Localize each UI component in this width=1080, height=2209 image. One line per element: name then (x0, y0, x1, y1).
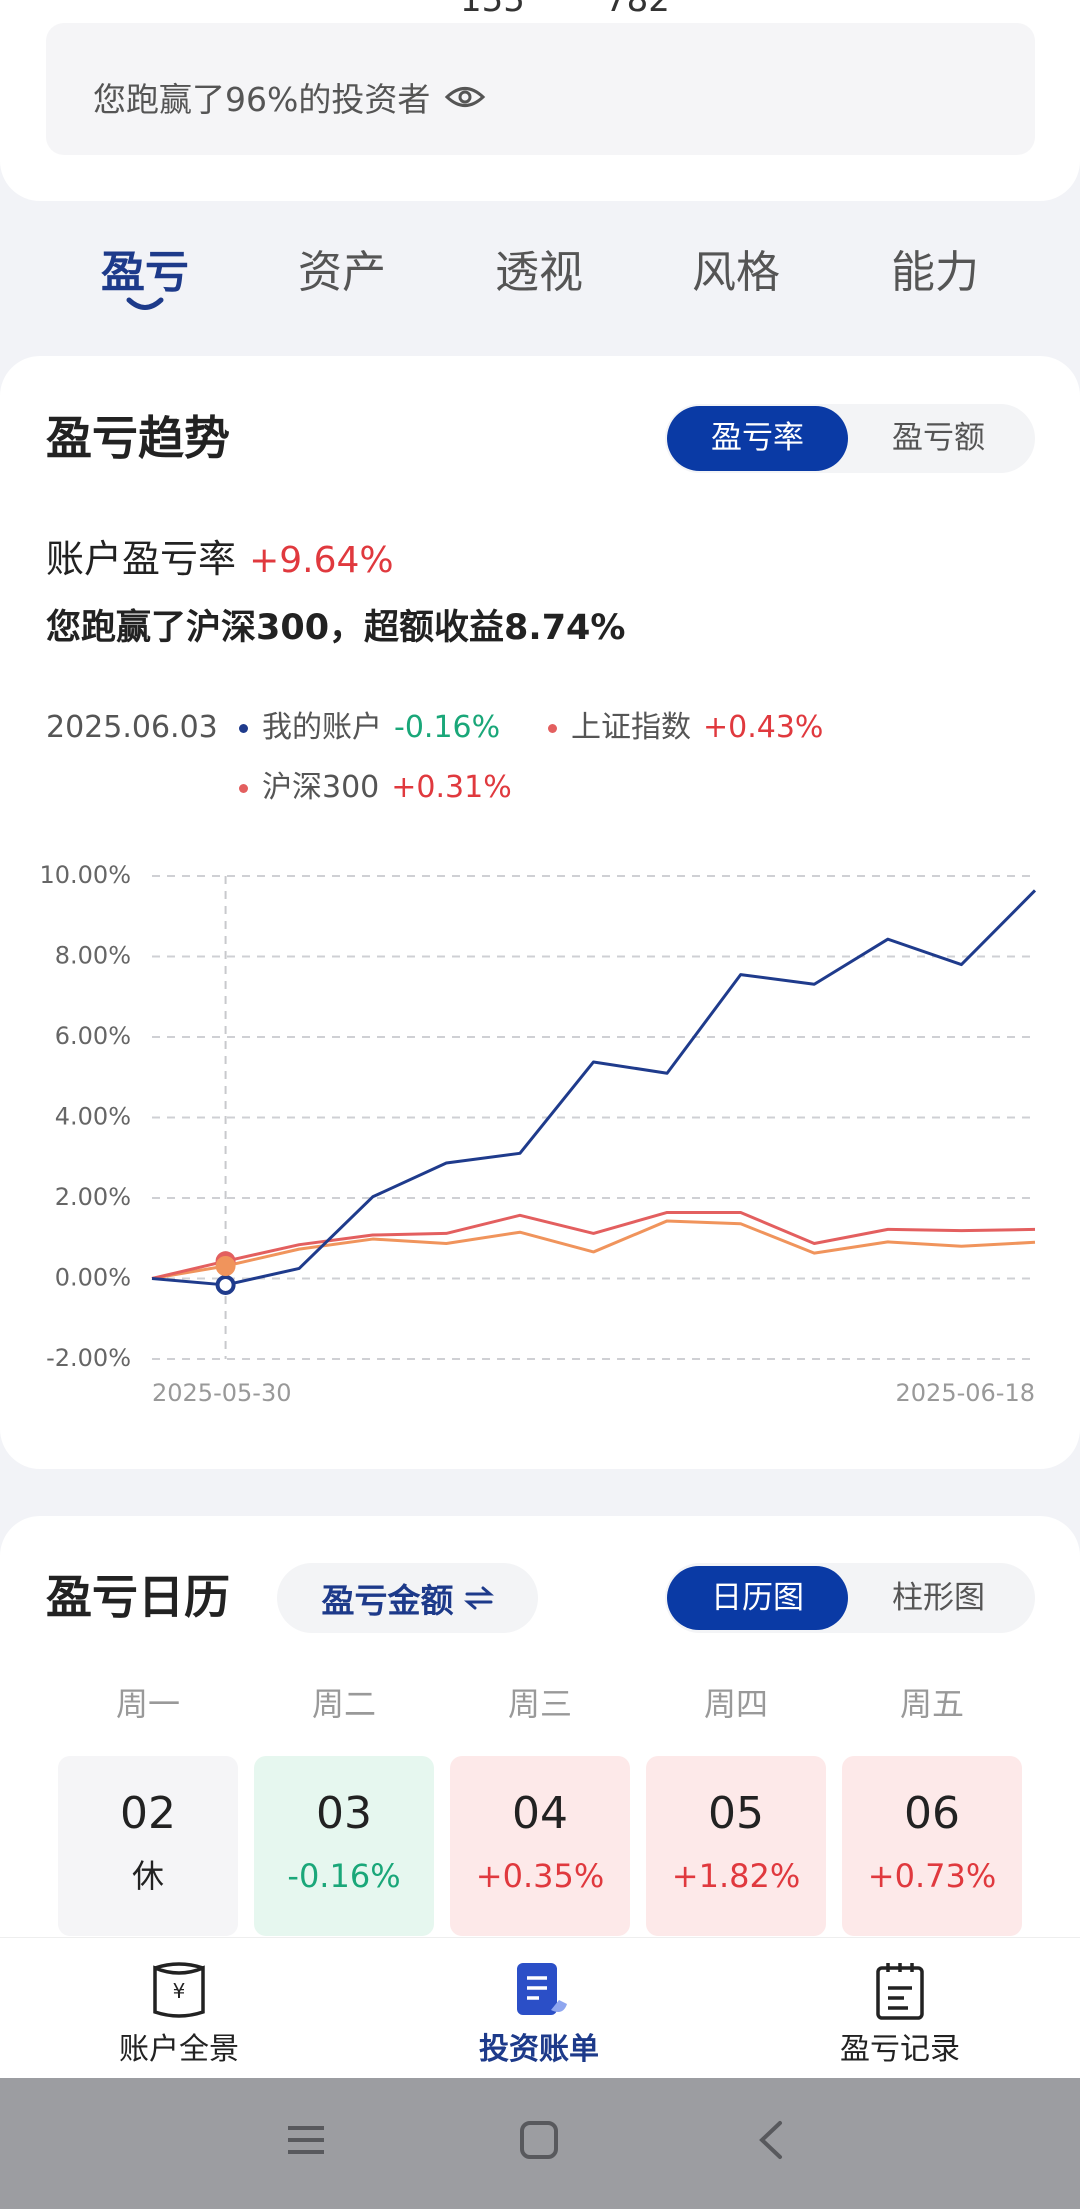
eye-icon[interactable] (444, 82, 486, 112)
legend-date: 2025.06.03 (46, 710, 218, 745)
x-tick-label: 2025-06-18 (896, 1379, 1035, 1407)
swap-icon (463, 1586, 494, 1610)
day-value: -0.16% (287, 1857, 401, 1895)
y-tick-label: 10.00% (39, 861, 131, 889)
legend-value: +0.31% (391, 770, 512, 805)
legend-name: 上证指数 (571, 710, 691, 745)
toggle-option[interactable]: 盈亏率 (667, 406, 848, 471)
day-date: 03 (316, 1788, 372, 1839)
y-tick-label: 4.00% (55, 1103, 131, 1131)
legend-dot (239, 783, 248, 793)
tab[interactable]: 资产 (298, 247, 386, 298)
home-button[interactable] (519, 2120, 559, 2160)
beat-box (46, 23, 1035, 155)
legend-item: 我的账户 -0.16% (239, 708, 500, 748)
beat-text: 您跑赢了96%的投资者 (93, 80, 431, 119)
highlight-point (215, 1256, 236, 1277)
nav-icon (876, 1963, 924, 2020)
day-value: +0.35% (475, 1857, 605, 1895)
y-tick-label: 8.00% (55, 942, 131, 970)
day-cell[interactable]: 02 休 (58, 1756, 238, 1936)
day-date: 06 (904, 1788, 960, 1839)
trend-card (0, 356, 1080, 1469)
nav-icon: ¥ (153, 1962, 205, 2018)
day-cell[interactable]: 03 -0.16% (254, 1756, 434, 1936)
weekday: 周四 (703, 1685, 768, 1723)
x-tick-label: 2025-05-30 (152, 1379, 291, 1407)
series-line (151, 1210, 1036, 1280)
amount-button[interactable]: 盈亏金额 (277, 1563, 538, 1633)
legend-value: +0.43% (703, 710, 824, 745)
toggle-option[interactable]: 柱形图 (892, 1580, 985, 1616)
weekday: 周二 (311, 1685, 376, 1723)
legend-name: 沪深300 (262, 770, 380, 805)
legend-item: 沪深300 +0.31% (239, 768, 512, 808)
series-line (151, 889, 1037, 1287)
day-value: +1.82% (671, 1857, 801, 1895)
partial-text: 782 (605, 0, 670, 20)
nav-label: 盈亏记录 (840, 2032, 960, 2067)
nav-label: 投资账单 (479, 2032, 599, 2067)
toggle-option[interactable]: 日历图 (667, 1566, 848, 1630)
tab-indicator (126, 297, 164, 310)
tab[interactable]: 风格 (692, 247, 780, 298)
beat-text: 您跑赢了沪深300，超额收益8.74% (46, 608, 626, 648)
trend-title: 盈亏趋势 (46, 411, 230, 465)
line-chart: -2.00% 0.00% 2.00% 4.00% 6.00% 8.00% 10.00% 202… (39, 861, 1037, 1407)
amount-label: 盈亏金额 (321, 1581, 454, 1620)
y-tick-label: 2.00% (55, 1183, 131, 1211)
legend-name: 我的账户 (262, 710, 382, 745)
nav-item[interactable]: 盈亏记录 (770, 1960, 1030, 2070)
toggle-option[interactable]: 盈亏额 (892, 420, 985, 456)
day-cell[interactable]: 06 +0.73% (842, 1756, 1022, 1936)
partial-text: 155 (460, 0, 525, 20)
rate-value: +9.64% (249, 540, 394, 581)
y-tick-label: 6.00% (55, 1022, 131, 1050)
weekday: 周五 (899, 1685, 964, 1723)
tab[interactable]: 盈亏 (101, 247, 189, 298)
nav-item[interactable]: ¥ 账户全景 (49, 1960, 309, 2070)
svg-text:¥: ¥ (173, 1979, 186, 2003)
legend-dot (239, 723, 248, 733)
legend-item: 上证指数 +0.43% (548, 708, 823, 748)
day-cell[interactable]: 05 +1.82% (646, 1756, 826, 1936)
menu-button[interactable] (286, 2120, 326, 2160)
rate-row: 账户盈亏率 +9.64% (46, 535, 394, 591)
legend-dot (548, 723, 557, 733)
day-date: 05 (708, 1788, 764, 1839)
rate-label: 账户盈亏率 (46, 537, 237, 581)
series-line (151, 1219, 1036, 1280)
day-value: +0.73% (867, 1857, 997, 1895)
highlight-point (215, 1274, 236, 1295)
nav-item[interactable]: 投资账单 (409, 1960, 669, 2070)
y-tick-label: -2.00% (46, 1344, 131, 1372)
back-button[interactable] (752, 2120, 792, 2160)
weekday: 周一 (115, 1685, 180, 1723)
calendar-title: 盈亏日历 (46, 1570, 230, 1624)
day-cell[interactable]: 04 +0.35% (450, 1756, 630, 1936)
system-bar (0, 2078, 1080, 2209)
tab[interactable]: 能力 (891, 247, 979, 298)
legend-value: -0.16% (394, 710, 501, 745)
day-date: 04 (512, 1788, 568, 1839)
day-date: 02 (120, 1788, 176, 1839)
weekday: 周三 (507, 1685, 572, 1723)
beat-row: 您跑赢了96%的投资者 (93, 76, 486, 119)
tab[interactable]: 透视 (495, 247, 583, 298)
nav-label: 账户全景 (119, 2032, 239, 2067)
y-tick-label: 0.00% (55, 1264, 131, 1292)
nav-icon (517, 1963, 567, 2015)
day-value: 休 (131, 1857, 164, 1895)
